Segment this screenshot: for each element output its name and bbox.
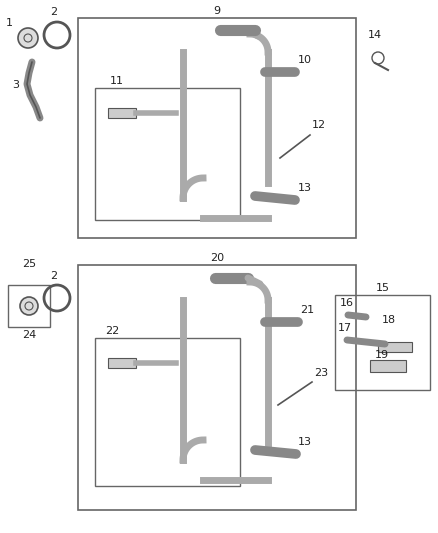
Bar [78, 18, 356, 238]
Bar [95, 88, 240, 220]
Text: 14: 14 [368, 30, 382, 40]
Bar [8, 285, 50, 327]
Bar [78, 265, 356, 510]
Circle shape [20, 297, 38, 315]
Text: 9: 9 [213, 6, 221, 16]
Text: 20: 20 [210, 253, 224, 263]
Text: 17: 17 [338, 323, 352, 333]
Text: 22: 22 [105, 326, 119, 336]
Text: 23: 23 [314, 368, 328, 378]
Bar [335, 295, 430, 390]
Bar [370, 360, 406, 372]
Bar [95, 338, 240, 486]
Text: 12: 12 [312, 120, 326, 130]
Text: 18: 18 [382, 315, 396, 325]
Text: 24: 24 [22, 330, 36, 340]
Text: 15: 15 [375, 283, 389, 293]
Circle shape [18, 28, 38, 48]
Text: 1: 1 [6, 18, 13, 28]
Text: 10: 10 [298, 55, 312, 65]
Bar [108, 108, 136, 118]
Text: 13: 13 [298, 437, 312, 447]
Bar [108, 358, 136, 368]
Text: 2: 2 [50, 7, 57, 17]
Text: 3: 3 [12, 80, 19, 90]
Text: 11: 11 [110, 76, 124, 86]
Text: 21: 21 [300, 305, 314, 315]
Text: 2: 2 [50, 271, 57, 281]
Text: 16: 16 [340, 298, 354, 308]
Bar [378, 342, 412, 352]
Text: 13: 13 [298, 183, 312, 193]
Text: 25: 25 [22, 259, 36, 269]
Text: 19: 19 [375, 350, 389, 360]
